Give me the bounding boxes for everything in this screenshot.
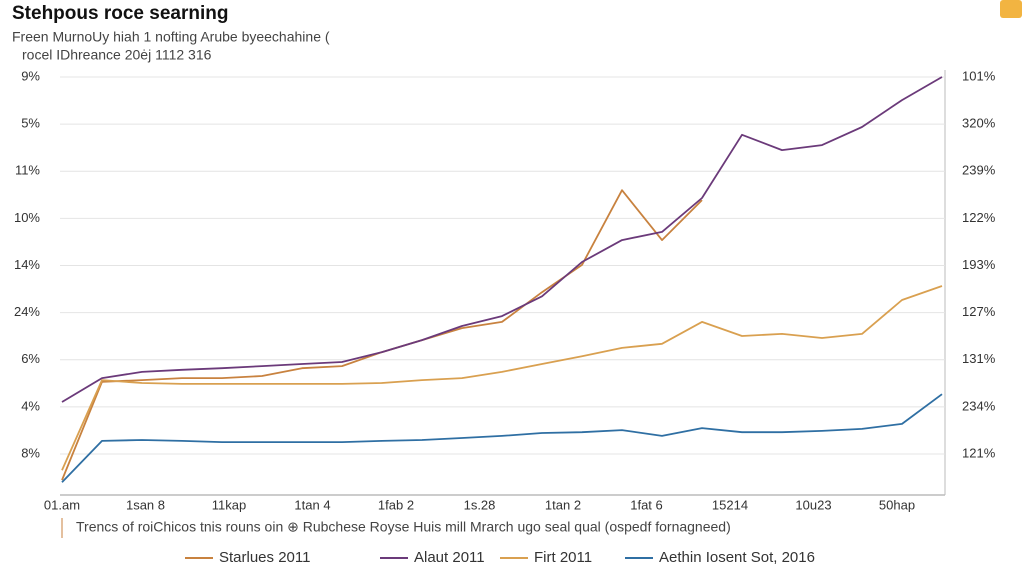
y-tick-label: 11% [15, 163, 40, 178]
line-series [61, 393, 943, 483]
y2-tick-label: 193% [962, 257, 996, 272]
x-tick-label: 1fat 6 [630, 497, 663, 512]
caption: Trencs of roiChicos tnis rouns oin ⊕ Rub… [76, 519, 731, 535]
line-series [61, 189, 703, 481]
y2-tick-label: 127% [962, 304, 996, 319]
y-tick-label: 8% [21, 445, 40, 460]
y-tick-label: 24% [14, 304, 40, 319]
x-tick-label: 1san 8 [126, 497, 165, 512]
y2-tick-label: 121% [962, 445, 996, 460]
x-tick-label: 01.am [44, 497, 80, 512]
legend-label: Aethin Iosent Sot, 2016 [659, 549, 815, 566]
y-tick-label: 10% [14, 210, 40, 225]
y-tick-label: 5% [21, 116, 40, 131]
x-tick-label: 1fab 2 [378, 497, 414, 512]
x-tick-label: 11kap [212, 497, 246, 512]
x-tick-label: 15214 [712, 497, 748, 512]
subtitle: Freen MurnoUy hiah 1 nofting Arube byeec… [12, 29, 330, 45]
y-tick-label: 4% [21, 398, 40, 413]
y2-tick-label: 239% [962, 163, 996, 178]
subtitle: rocel IDhreance 20ėj 1112 316 [22, 47, 212, 63]
legend-label: Alaut 2011 [414, 549, 485, 566]
x-tick-label: 1s.28 [464, 497, 496, 512]
x-tick-label: 50hap [879, 497, 915, 512]
legend-label: Starlues 2011 [219, 549, 310, 566]
y-tick-label: 6% [21, 351, 40, 366]
x-tick-label: 10u23 [795, 497, 831, 512]
y2-tick-label: 122% [962, 210, 996, 225]
line-series [61, 285, 943, 471]
y2-tick-label: 101% [962, 68, 996, 83]
y2-tick-label: 234% [962, 398, 996, 413]
y2-tick-label: 131% [962, 351, 996, 366]
y-tick-label: 14% [14, 257, 40, 272]
x-tick-label: 1tan 4 [294, 497, 330, 512]
x-tick-label: 1tan 2 [545, 497, 581, 512]
line-series [61, 76, 943, 403]
y-tick-label: 9% [21, 68, 40, 83]
icon [1000, 0, 1022, 18]
chart-title: Stehpous roce searning [12, 3, 228, 24]
legend-label: Firt 2011 [534, 549, 592, 566]
y2-tick-label: 320% [962, 116, 996, 131]
